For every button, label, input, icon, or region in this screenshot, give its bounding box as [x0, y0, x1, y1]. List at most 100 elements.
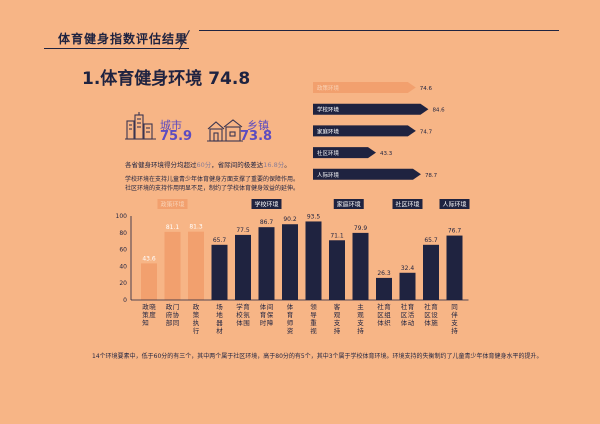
summary-range: 16.8分 [263, 161, 285, 169]
y-tick-label: 0 [123, 297, 127, 304]
group-label-box [157, 199, 188, 209]
element-bar-value: 65.7 [424, 237, 438, 244]
group-label: 社区环境 [392, 199, 423, 209]
page-header-title: 体育健身指数评估结果 [58, 32, 189, 46]
element-bar-value: 90.2 [283, 216, 297, 223]
header-overline [199, 30, 559, 31]
dimension-bar-value: 84.6 [432, 108, 445, 114]
header-underline [44, 48, 189, 49]
element-bar [164, 231, 181, 300]
dimension-bar-label: 家庭环境 [317, 127, 340, 135]
section-score: 74.8 [208, 69, 251, 89]
x-category-label: 客观支持 [334, 302, 341, 335]
x-category-label: 社区体育组织 [377, 302, 391, 327]
group-label: 政策环境 [157, 199, 188, 209]
dimension-bar [313, 82, 416, 93]
dimension-bar-label: 学校环境 [317, 106, 340, 114]
y-tick-label: 80 [119, 230, 127, 237]
x-category-label: 体育师资 [287, 302, 294, 335]
x-category-label: 社区体育设施 [424, 302, 438, 327]
element-bar-value: 65.7 [213, 237, 227, 244]
summary-pass: 60分 [196, 161, 212, 169]
element-bar [305, 221, 322, 300]
dimension-bar-group: 家庭环境 74.7 [313, 125, 433, 137]
city-icon [125, 112, 156, 140]
group-label-text: 社区环境 [395, 201, 419, 209]
dimension-bar-group: 社区环境 43.3 [313, 147, 393, 159]
summary-end: 。 [284, 161, 291, 169]
group-label-box [439, 199, 470, 209]
element-bar-value: 71.1 [330, 232, 344, 239]
element-bar-value: 43.6 [142, 255, 156, 262]
element-bar [423, 244, 439, 300]
element-bar [235, 234, 251, 300]
group-label-text: 政策环境 [160, 201, 184, 209]
section-title-text: 1.体育健身环境 [82, 69, 203, 89]
y-tick-label: 40 [119, 263, 127, 270]
x-category-label: 场地器材 [216, 302, 223, 335]
dimension-bar-label: 政策环境 [317, 84, 340, 92]
element-bar-value: 76.7 [448, 228, 462, 235]
dimension-bar-value: 74.7 [420, 129, 433, 135]
group-label-box [251, 199, 282, 209]
group-label-box [392, 199, 423, 209]
group-label: 学校环境 [251, 199, 282, 209]
summary-mid: ，省际间的极差达 [211, 161, 264, 169]
element-bar [399, 272, 416, 300]
x-category-label: 体育时间保障 [260, 302, 274, 327]
note-text: 学校环境在支持儿童青少年体育健身方面支撑了重要的保障作用。 社区环境的支持作用明… [125, 175, 299, 193]
element-bar-value: 86.7 [260, 219, 274, 226]
dimension-bar [313, 125, 416, 137]
element-bar [376, 277, 392, 300]
summary-text: 各省健身环境得分均超过60分，省际间的极差达16.8分。 [125, 159, 291, 169]
rural-score: 73.8 [240, 129, 273, 144]
note-line-2: 社区环境的支持作用明显不足，制约了学校体育健身效益的延伸。 [125, 185, 300, 192]
x-category-label: 社区体育活动 [401, 302, 415, 327]
element-bar [141, 263, 157, 300]
group-label: 家庭环境 [333, 199, 364, 209]
dimension-bar-value: 78.7 [425, 173, 438, 179]
dimension-bar [313, 147, 376, 159]
x-category-label: 政策知晓度 [142, 302, 156, 327]
y-tick-label: 60 [119, 247, 127, 254]
section-title: 1.体育健身环境 74.8 [82, 64, 250, 89]
element-bar-value: 79.9 [354, 225, 368, 232]
x-category-label: 学校体育氛围 [236, 302, 250, 327]
group-label-text: 人际环境 [442, 201, 466, 209]
x-category-label: 政策执行 [193, 302, 200, 335]
dimension-bar-label: 人际环境 [317, 171, 340, 179]
element-bar-value: 81.3 [189, 224, 203, 231]
element-bar [329, 240, 345, 300]
element-bar-value: 26.3 [377, 270, 391, 277]
dimension-bar [313, 103, 429, 115]
y-tick-label: 20 [119, 280, 127, 287]
town-icon [207, 119, 243, 142]
element-bar [446, 235, 463, 300]
x-category-label: 主观支持 [357, 302, 364, 335]
dimension-bar-value: 43.3 [380, 151, 393, 157]
x-category-label: 政府部门协同 [166, 302, 180, 327]
element-bar [211, 244, 228, 300]
dimension-bar-group: 人际环境 78.7 [313, 168, 438, 180]
element-bar [188, 231, 204, 300]
dimension-bar [313, 168, 421, 180]
note-line-1: 学校环境在支持儿童青少年体育健身方面支撑了重要的保障作用。 [125, 176, 300, 183]
dimension-bar-group: 学校环境 84.6 [313, 103, 445, 115]
group-label: 人际环境 [439, 199, 470, 209]
element-bar-value: 81.1 [166, 224, 180, 231]
dimension-bar-group: 政策环境 74.6 [313, 82, 432, 93]
group-label-text: 学校环境 [254, 201, 278, 209]
x-category-label: 同伴支持 [451, 303, 458, 335]
element-bar [352, 232, 369, 300]
dimension-bar-label: 社区环境 [317, 149, 340, 157]
element-bar-value: 93.5 [307, 213, 321, 220]
element-bar-value: 32.4 [401, 265, 415, 272]
group-label-box [333, 199, 364, 209]
dimension-bar-value: 74.6 [420, 86, 433, 92]
urban-label: 城市 [160, 119, 182, 132]
element-bar [282, 224, 298, 300]
summary-prefix: 各省健身环境得分均超过 [125, 161, 197, 169]
group-label-text: 家庭环境 [337, 201, 361, 209]
